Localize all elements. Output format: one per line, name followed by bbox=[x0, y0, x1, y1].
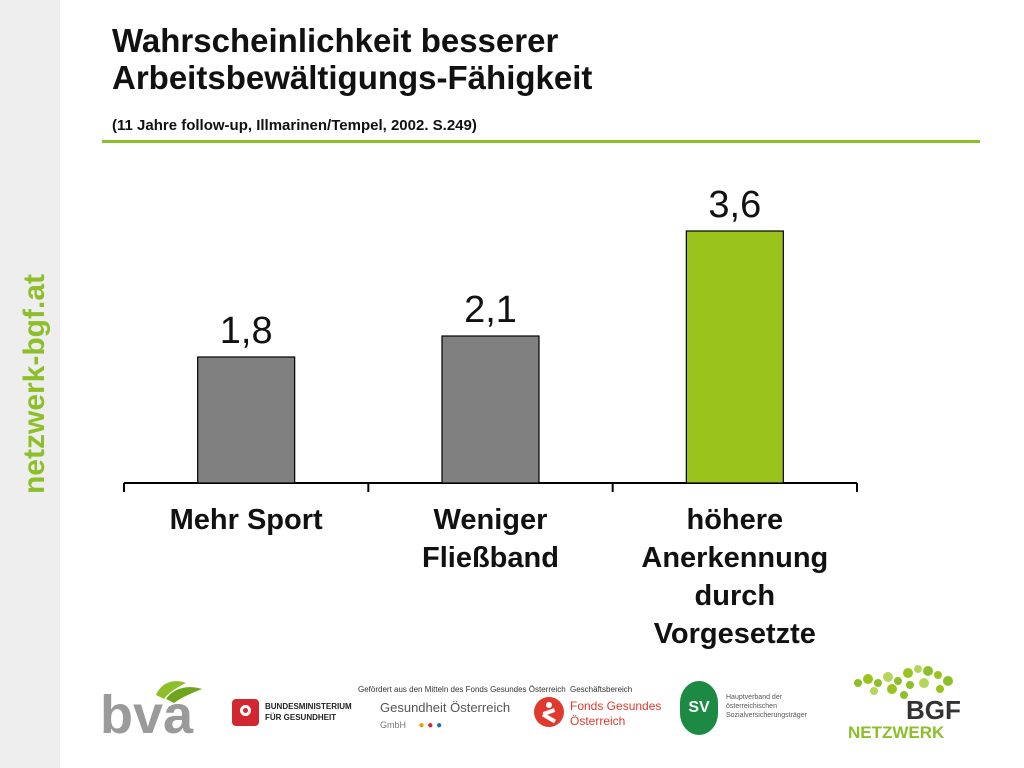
category-label: Vorgesetzte bbox=[654, 618, 816, 650]
hv-logo: SV Hauptverband der österreichischen Soz… bbox=[680, 681, 820, 737]
fgoe-line-2: Österreich bbox=[570, 714, 626, 728]
hv-line-3: Sozialversicherungsträger bbox=[726, 712, 807, 719]
bar-chart: 1,8 Mehr Sport 2,1 Weniger Fließband 3,6 höher… bbox=[123, 184, 858, 650]
category-label: Fließband bbox=[422, 542, 559, 574]
slide-title: Wahrscheinlichkeit besserer Arbeitsbewäl… bbox=[112, 22, 592, 96]
fgoe-line-1: Fonds Gesundes bbox=[570, 699, 662, 713]
data-label: 1,8 bbox=[220, 310, 273, 352]
austria-dots-icon bbox=[854, 665, 953, 699]
title-line-2: Arbeitsbewältigungs-Fähigkeit bbox=[112, 59, 593, 96]
sv-emblem-icon: SV bbox=[680, 681, 718, 735]
bmg-name: BUNDESMINISTERIUM bbox=[265, 702, 352, 711]
funding-note: Gefördert aus den Mitteln des Fonds Gesu… bbox=[358, 685, 566, 694]
data-label: 2,1 bbox=[464, 289, 517, 331]
slide-subtitle: (11 Jahre follow-up, Illmarinen/Tempel, … bbox=[112, 117, 477, 134]
website-label: netzwerk-bgf.at bbox=[18, 273, 51, 495]
goe-name: Gesundheit Österreich bbox=[380, 700, 511, 715]
footer-logos: bva BUNDESMINISTERIUM FÜR GESUNDHEIT Gef… bbox=[60, 665, 1024, 768]
title-line-1: Wahrscheinlichkeit besserer bbox=[112, 22, 559, 59]
hv-line-1: Hauptverband der bbox=[726, 694, 783, 701]
category-label: Anerkennung bbox=[641, 542, 828, 574]
bva-logo: bva bbox=[100, 681, 202, 737]
bva-wordmark: bva bbox=[100, 685, 194, 737]
fgoe-runner-icon bbox=[534, 697, 564, 727]
bar bbox=[197, 356, 296, 484]
goe-dots-icon: ● ● ● bbox=[418, 720, 443, 731]
business-unit-note: Geschäftsbereich bbox=[570, 685, 633, 694]
bmg-logo: BUNDESMINISTERIUM FÜR GESUNDHEIT bbox=[232, 699, 362, 733]
bar bbox=[441, 335, 540, 484]
data-label: 3,6 bbox=[708, 184, 761, 226]
category-label: Weniger bbox=[434, 504, 548, 536]
goe-logo: Gesundheit Österreich GmbH ● ● ● bbox=[380, 700, 520, 734]
hv-line-2: österreichischen bbox=[726, 703, 777, 710]
category-label: Mehr Sport bbox=[170, 504, 323, 536]
bmg-emblem-icon bbox=[232, 699, 259, 726]
fgoe-logo: Fonds Gesundes Österreich bbox=[534, 695, 664, 735]
bva-leaf-right bbox=[166, 687, 202, 703]
side-strip bbox=[0, 0, 60, 768]
bgf-wordmark: BGF bbox=[906, 695, 961, 725]
bva-leaf-left bbox=[156, 681, 186, 699]
bar bbox=[685, 230, 784, 484]
bgf-netzwerk-logo: BGF NETZWERK bbox=[848, 665, 961, 742]
netzwerk-wordmark: NETZWERK bbox=[848, 723, 945, 742]
category-label: höhere bbox=[686, 504, 783, 536]
goe-sub: GmbH bbox=[380, 720, 407, 730]
category-label: durch bbox=[695, 580, 776, 612]
bmg-sub: FÜR GESUNDHEIT bbox=[265, 713, 337, 722]
title-rule bbox=[102, 140, 980, 143]
